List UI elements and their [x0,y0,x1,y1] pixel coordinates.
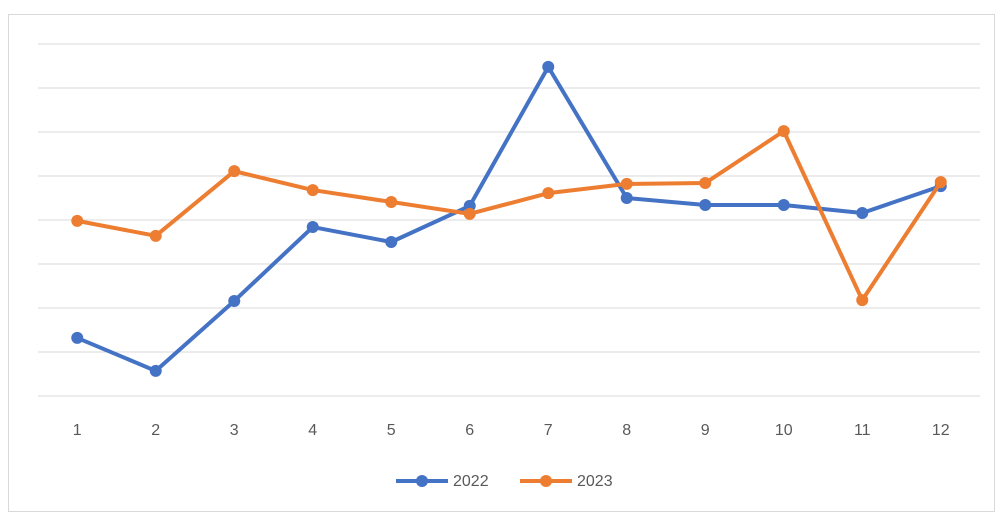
point [71,331,84,344]
x-tick-label: 11 [854,422,871,439]
x-tick-label: 4 [308,422,317,439]
series-line [76,64,942,373]
point [228,294,241,307]
point [542,187,555,200]
point [620,177,633,190]
legend-label: 2023 [577,473,613,490]
point [856,206,869,219]
point [542,60,555,73]
point [149,364,162,377]
point [385,195,398,208]
point [620,192,633,204]
legend-label: 2022 [453,473,489,490]
legend-marker [416,475,428,487]
x-tick-label: 10 [775,422,793,439]
point [385,236,398,248]
x-tick-label: 6 [465,422,474,439]
point [856,294,869,307]
point [306,184,319,197]
x-tick-label: 1 [73,422,82,439]
x-tick-label: 8 [622,422,631,439]
point [699,177,712,190]
point [463,207,476,220]
legend-marker [540,475,552,487]
x-tick-label: 12 [932,422,950,439]
chart-frame [8,14,995,512]
point [934,176,947,189]
point [71,214,84,227]
point [228,165,241,178]
x-tick-label: 7 [544,422,553,439]
point [149,229,162,242]
series-line [76,129,943,303]
x-tick-label: 2 [151,422,160,439]
x-tick-label: 9 [701,422,710,439]
point [777,125,790,138]
x-tick-label: 5 [387,422,396,439]
x-tick-label: 3 [230,422,239,439]
point [306,221,319,234]
point [699,199,712,212]
point [777,199,790,212]
